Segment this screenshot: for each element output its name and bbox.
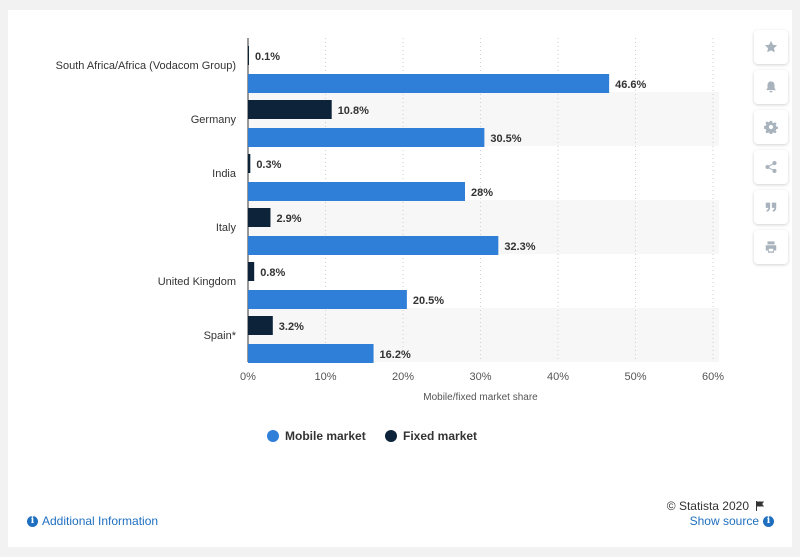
fixed-market-bar [248, 154, 251, 173]
mobile-market-bar [248, 74, 610, 93]
category-label: Germany [191, 114, 237, 126]
bar-chart: 0% 10% 20% 30% 40% 50% 60% Mobile/fixed market … [56, 38, 724, 443]
star-icon [764, 40, 778, 53]
favorite-button[interactable] [754, 30, 788, 64]
mobile-value-label: 16.2% [380, 349, 411, 361]
fixed-value-label: 0.1% [255, 51, 280, 63]
fixed-value-label: 0.3% [256, 159, 281, 171]
mobile-value-label: 30.5% [490, 133, 521, 145]
show-source-label: Show source [689, 514, 759, 528]
show-source-link[interactable]: Show source i [690, 514, 774, 528]
additional-information-link[interactable]: i Additional Information [27, 514, 158, 528]
info-icon: i [763, 515, 774, 527]
category-label: United Kingdom [158, 276, 236, 288]
fixed-market-bar [248, 208, 271, 227]
mobile-market-bar [248, 290, 407, 309]
x-tick-label: 60% [702, 371, 724, 383]
x-tick-label: 0% [240, 371, 256, 383]
bell-icon [766, 81, 776, 93]
mobile-value-label: 28% [471, 187, 493, 199]
fixed-market-bar [248, 100, 332, 119]
fixed-market-bar [248, 46, 249, 65]
settings-button[interactable] [754, 110, 788, 144]
x-tick-label: 40% [547, 371, 569, 383]
x-tick-label: 20% [392, 371, 414, 383]
info-icon: i [27, 515, 38, 527]
x-tick-label: 10% [314, 371, 336, 383]
fixed-value-label: 0.8% [260, 267, 285, 279]
notification-button[interactable] [754, 70, 788, 104]
gear-icon [764, 120, 778, 134]
mobile-market-bar [248, 344, 374, 363]
legend-marker [385, 430, 397, 442]
fixed-value-label: 2.9% [276, 213, 301, 225]
legend-label: Fixed market [403, 429, 477, 443]
mobile-value-label: 46.6% [615, 79, 646, 91]
x-tick-label: 30% [469, 371, 491, 383]
print-icon [765, 241, 777, 253]
legend-label: Mobile market [285, 429, 366, 443]
cite-button[interactable] [754, 190, 788, 224]
share-button[interactable] [754, 150, 788, 184]
x-axis-title: Mobile/fixed market share [423, 392, 538, 403]
fixed-market-bar [248, 262, 255, 281]
category-label: Spain* [204, 330, 237, 342]
mobile-market-bar [248, 128, 485, 147]
legend-marker [267, 430, 279, 442]
side-toolbar [754, 30, 790, 264]
category-label: Italy [216, 222, 237, 234]
x-tick-label: 50% [624, 371, 646, 383]
fixed-market-bar [248, 316, 273, 335]
fixed-value-label: 3.2% [279, 321, 304, 333]
category-label: India [212, 168, 237, 180]
mobile-value-label: 32.3% [504, 241, 535, 253]
mobile-market-bar [248, 182, 465, 201]
credit-text: © Statista 2020 [666, 499, 749, 513]
print-button[interactable] [754, 230, 788, 264]
chart-card: 0% 10% 20% 30% 40% 50% 60% Mobile/fixed market … [8, 10, 792, 547]
additional-information-label: Additional Information [42, 514, 159, 528]
share-icon [765, 161, 777, 173]
mobile-value-label: 20.5% [413, 295, 444, 307]
flag-icon [756, 501, 764, 511]
mobile-market-bar [248, 236, 499, 255]
quote-icon [765, 202, 777, 212]
fixed-value-label: 10.8% [338, 105, 369, 117]
statista-credit: © Statista 2020 [667, 499, 766, 513]
category-label: South Africa/Africa (Vodacom Group) [56, 60, 236, 72]
